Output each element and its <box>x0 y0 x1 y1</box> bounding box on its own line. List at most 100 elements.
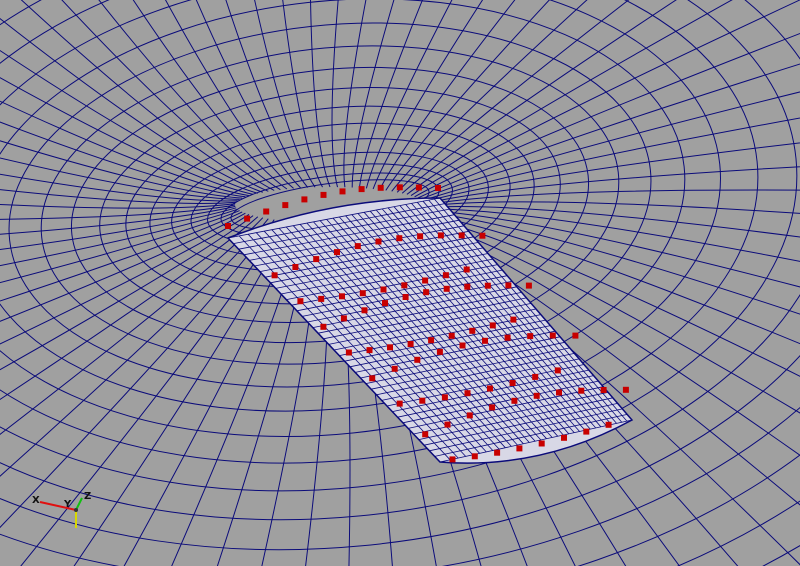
grid-spoke <box>0 203 236 209</box>
wing-chordwise-line <box>233 203 445 244</box>
wing-chordwise-line <box>265 236 474 278</box>
grid-spoke <box>0 212 246 322</box>
probe-marker <box>600 387 607 393</box>
grid-ring <box>8 22 652 388</box>
probe-marker <box>466 412 473 419</box>
probe-marker <box>511 397 518 404</box>
grid-spoke <box>422 117 800 202</box>
probe-marker <box>292 264 299 270</box>
y-axis-label: Y <box>64 499 72 510</box>
wing-spanwise-line <box>339 216 542 441</box>
wing-chordwise-line <box>333 308 537 351</box>
probe-marker <box>561 434 567 441</box>
probe-marker <box>396 184 403 191</box>
grid-spoke <box>420 210 800 288</box>
x-axis-line <box>39 501 77 511</box>
wing-spanwise-line <box>434 198 628 422</box>
wing-chordwise-line <box>397 375 594 418</box>
wing-chordwise-line <box>371 347 570 390</box>
probe-marker <box>527 333 534 340</box>
probe-marker <box>444 421 451 428</box>
wing-spanwise-line <box>247 233 459 459</box>
grid-spoke <box>0 218 269 477</box>
wing-spanwise-line <box>271 229 480 454</box>
probe-marker <box>422 277 429 284</box>
wing-spanwise-line <box>411 203 607 426</box>
probe-marker <box>377 184 384 191</box>
probe-marker <box>422 431 429 438</box>
wing-spanwise-line <box>326 219 530 443</box>
probe-marker <box>435 185 441 191</box>
probe-marker <box>605 421 612 428</box>
probe-marker <box>504 334 511 341</box>
grid-spoke <box>385 0 550 191</box>
probe-marker <box>509 380 516 386</box>
probe-marker <box>263 208 270 215</box>
wing-chordwise-line <box>381 358 580 401</box>
probe-marker <box>396 235 403 242</box>
z-axis-line <box>75 497 83 511</box>
wing-spanwise-line <box>306 222 512 447</box>
probe-marker <box>339 293 345 300</box>
grid-spoke <box>401 0 677 194</box>
wing-chordwise-line <box>429 408 623 452</box>
grid-spoke <box>254 0 316 188</box>
wing-chordwise-line <box>339 314 541 356</box>
probe-marker <box>448 332 455 339</box>
probe-marker <box>469 327 476 334</box>
wing-chordwise-line <box>355 330 556 373</box>
grid-spoke <box>61 0 275 191</box>
grid-spoke <box>282 0 323 188</box>
probe-marker <box>578 387 585 394</box>
probe-marker <box>320 323 327 330</box>
wing-spanwise-line <box>278 228 487 453</box>
wing-chordwise-line <box>275 247 484 289</box>
probe-marker <box>489 322 496 329</box>
grid-spoke <box>0 77 254 195</box>
probe-marker <box>340 315 347 322</box>
wing-chordwise-line <box>291 264 498 306</box>
probe-marker <box>359 290 366 297</box>
grid-spoke <box>406 0 733 195</box>
wing-spanwise-line <box>263 230 474 456</box>
grid-spoke <box>310 0 331 188</box>
grid-spoke <box>225 0 309 188</box>
grid-spoke <box>0 189 237 204</box>
grid-spoke <box>417 211 800 315</box>
orientation-axes-widget: X Y Z <box>24 488 104 538</box>
wing-chordwise-line <box>286 258 493 300</box>
wing-spanwise-line <box>256 232 466 457</box>
probe-marker <box>463 266 470 273</box>
wing-chordwise-line <box>344 319 546 362</box>
grid-spoke <box>0 121 246 198</box>
probe-marker <box>482 337 488 344</box>
grid-spoke <box>0 140 243 199</box>
probe-marker <box>345 349 352 356</box>
grid-spoke <box>0 215 254 371</box>
probe-marker <box>549 332 556 339</box>
probe-marker <box>391 365 398 372</box>
probe-marker <box>402 294 409 300</box>
probe-marker <box>510 316 517 323</box>
wing-chordwise-line <box>418 397 613 440</box>
grid-ring <box>0 0 686 412</box>
probe-marker <box>334 249 340 256</box>
grid-spoke <box>423 206 800 238</box>
probe-marker <box>489 404 496 411</box>
grid-spoke <box>396 0 630 193</box>
probe-marker <box>494 449 501 456</box>
grid-spoke <box>20 0 269 192</box>
probe-marker <box>464 283 471 290</box>
wing-chordwise-line <box>249 219 460 261</box>
grid-spoke <box>365 0 453 189</box>
wing-chordwise-line <box>365 341 565 384</box>
wing-spanwise-line <box>293 225 500 450</box>
grid-spoke <box>417 63 800 199</box>
grid-spoke <box>0 217 264 435</box>
probe-marker <box>556 389 562 396</box>
probe-marker <box>297 298 304 305</box>
